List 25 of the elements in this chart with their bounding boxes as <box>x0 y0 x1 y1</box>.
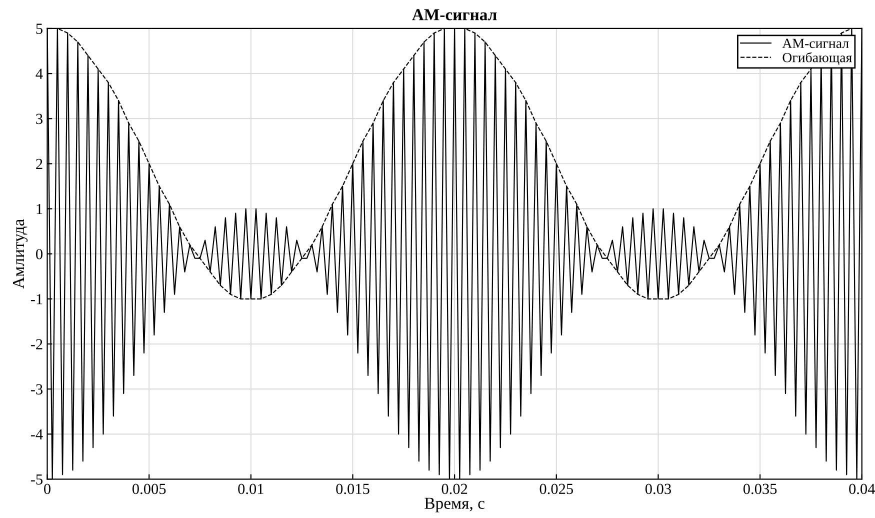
chart-title: АМ-сигнал <box>412 9 497 20</box>
legend-label: АМ-сигнал <box>782 38 849 48</box>
y-tick-label: 2 <box>36 158 42 169</box>
x-tick-label: 0.04 <box>849 484 875 494</box>
x-tick-label: 0.02 <box>442 484 468 494</box>
y-tick-label: -5 <box>30 474 42 485</box>
y-tick-label: 3 <box>36 114 42 124</box>
x-tick-label: 0.01 <box>238 484 264 494</box>
y-tick-label: 5 <box>36 24 42 34</box>
y-tick-label: -1 <box>30 294 42 304</box>
x-tick-label: 0.005 <box>132 484 166 494</box>
y-axis-title: Амлитуда <box>12 219 28 289</box>
x-tick-label: 0.03 <box>645 484 671 494</box>
x-tick-label: 0.015 <box>336 484 370 494</box>
y-tick-label: -4 <box>30 429 43 440</box>
x-tick-label: 0 <box>44 484 50 494</box>
x-tick-label: 0.035 <box>743 484 777 494</box>
x-tick-label: 0.025 <box>540 484 573 494</box>
legend-label: Огибающая <box>782 52 852 66</box>
y-tick-label: 1 <box>36 204 42 214</box>
y-tick-label: -2 <box>30 339 42 350</box>
y-tick-label: 4 <box>36 68 43 79</box>
y-tick-label: 0 <box>36 248 42 260</box>
y-tick-label: -3 <box>30 384 42 394</box>
x-axis-title: Время, с <box>424 498 484 512</box>
